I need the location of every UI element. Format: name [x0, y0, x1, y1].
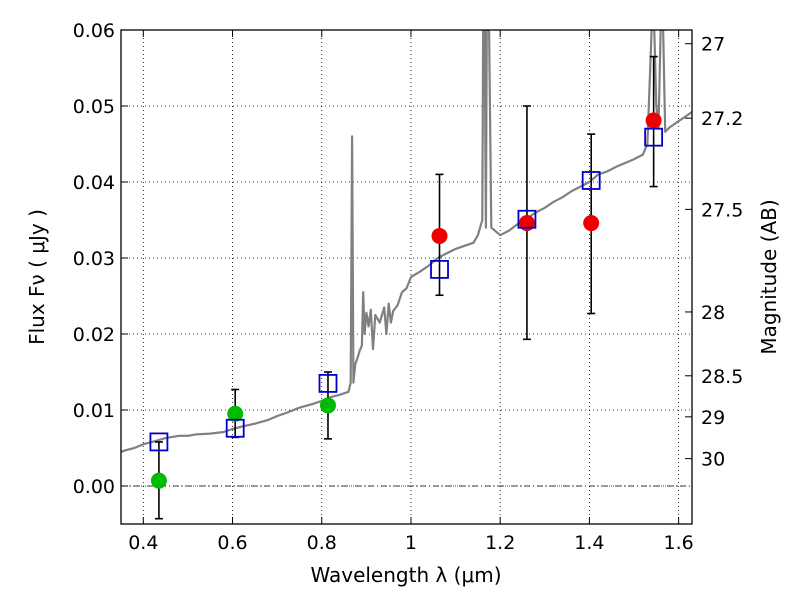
- spectrum-line: [121, 30, 692, 453]
- y-tick-label: 0.03: [73, 248, 115, 270]
- right-axis-label: Magnitude (AB): [757, 199, 781, 354]
- right-tick-label: 29: [701, 407, 725, 429]
- y-axis-label: Flux Fν ( μJy ): [25, 209, 49, 345]
- x-tick-label: 1.2: [485, 532, 515, 554]
- right-tick-label: 28: [701, 302, 725, 324]
- y-tick-label: 0.00: [73, 476, 115, 498]
- spectrum-group: [121, 30, 692, 453]
- data-point-circle: [645, 112, 662, 129]
- data-point-square: [225, 418, 245, 438]
- right-tick-label: 30: [701, 449, 725, 471]
- right-tick-label: 27.2: [701, 108, 743, 130]
- grid-lines: [121, 29, 692, 524]
- data-point-circle: [319, 397, 336, 414]
- x-axis-label: Wavelength λ (μm): [310, 563, 501, 587]
- right-tick-label: 28.5: [701, 366, 743, 388]
- data-point-circle: [431, 227, 448, 244]
- y-tick-label: 0.04: [73, 172, 115, 194]
- data-point-square: [644, 127, 664, 147]
- markers: [149, 112, 664, 489]
- x-tick-label: 1: [405, 532, 417, 554]
- axis-ticks: [121, 29, 692, 524]
- data-point-circle: [583, 215, 600, 232]
- data-point-square: [517, 209, 537, 229]
- x-tick-label: 1.6: [664, 532, 694, 554]
- tick-labels: 0.4 0.6 0.8 1 1.2 1.4 1.6 0.00 0.01 0.02 0.03 0.04 0…: [73, 20, 744, 554]
- data-point-square: [149, 432, 169, 452]
- y-tick-label: 0.05: [73, 96, 115, 118]
- x-tick-label: 1.4: [574, 532, 604, 554]
- x-tick-label: 0.4: [128, 532, 158, 554]
- x-tick-label: 0.6: [217, 532, 247, 554]
- right-tick-label: 27.5: [701, 199, 743, 221]
- y-tick-label: 0.02: [73, 324, 115, 346]
- plot-frame: [120, 29, 693, 525]
- x-tick-label: 0.8: [307, 532, 337, 554]
- data-point-square: [318, 373, 338, 393]
- data-point-circle: [150, 472, 167, 489]
- data-point-square: [430, 259, 449, 279]
- data-point-square: [581, 171, 601, 190]
- y-tick-label: 0.06: [73, 20, 115, 42]
- right-tick-label: 27: [701, 34, 725, 56]
- y-tick-label: 0.01: [73, 400, 115, 422]
- data-point-circle: [227, 405, 244, 422]
